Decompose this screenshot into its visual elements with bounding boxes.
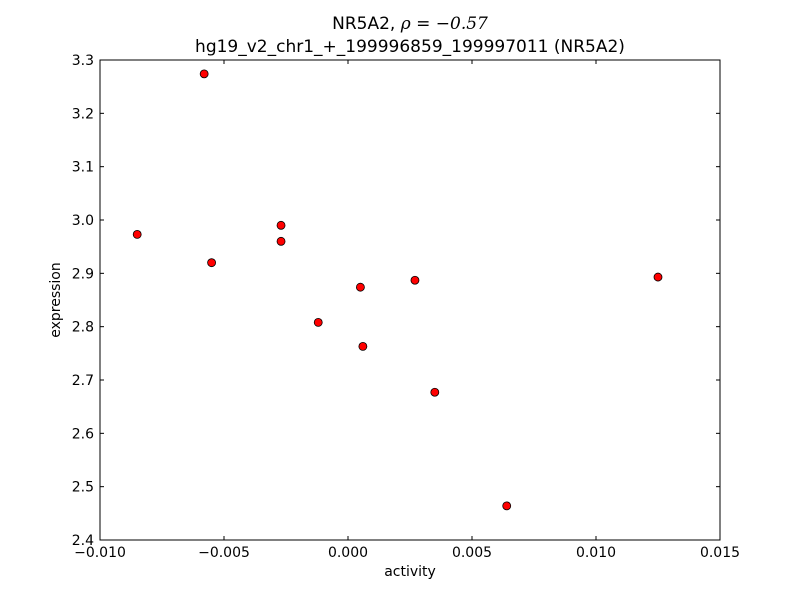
axis-ticks: −0.010 −0.005 0.000 0.005 0.010 0.015 2.4 2.5 2.…	[72, 53, 740, 561]
data-point	[355, 282, 365, 292]
x-tick-label: −0.005	[198, 545, 250, 561]
x-tick-label: −0.010	[74, 545, 126, 561]
y-tick-label: 2.6	[72, 426, 94, 442]
data-point	[358, 341, 368, 351]
x-tick-label: 0.005	[452, 545, 492, 561]
chart-title-correlation: ρ = −0.57	[400, 14, 488, 34]
x-tick-label: 0.015	[700, 545, 740, 561]
chart-title-line1: NR5A2, ρ = −0.57	[332, 14, 488, 34]
y-tick-label: 2.9	[72, 266, 94, 282]
data-point	[653, 272, 663, 282]
x-tick-label: 0.010	[576, 545, 616, 561]
data-point	[410, 275, 420, 285]
y-axis-label: expression	[48, 262, 64, 338]
y-tick-label: 2.4	[72, 533, 94, 549]
data-point	[430, 387, 440, 397]
data-point	[132, 229, 142, 239]
chart-title-prefix: NR5A2,	[332, 14, 401, 34]
y-tick-label: 2.8	[72, 320, 94, 336]
data-point	[207, 258, 217, 268]
data-point	[276, 220, 286, 230]
y-tick-label: 3.2	[72, 106, 94, 122]
y-tick-label: 3.1	[72, 160, 94, 176]
data-point	[502, 501, 512, 511]
chart-title-line2: hg19_v2_chr1_+_199996859_199997011 (NR5A…	[195, 37, 625, 57]
plot-frame	[99, 59, 721, 541]
y-tick-label: 2.7	[72, 373, 94, 389]
data-point	[276, 236, 286, 246]
plot-area	[100, 60, 720, 540]
y-tick-label: 3.0	[72, 213, 94, 229]
x-axis-label: activity	[384, 564, 436, 580]
data-points	[132, 69, 663, 511]
y-tick-label: 3.3	[72, 53, 94, 69]
data-point	[313, 317, 323, 327]
y-tick-label: 2.5	[72, 480, 94, 496]
data-point	[199, 69, 209, 79]
x-tick-label: 0.000	[328, 545, 368, 561]
